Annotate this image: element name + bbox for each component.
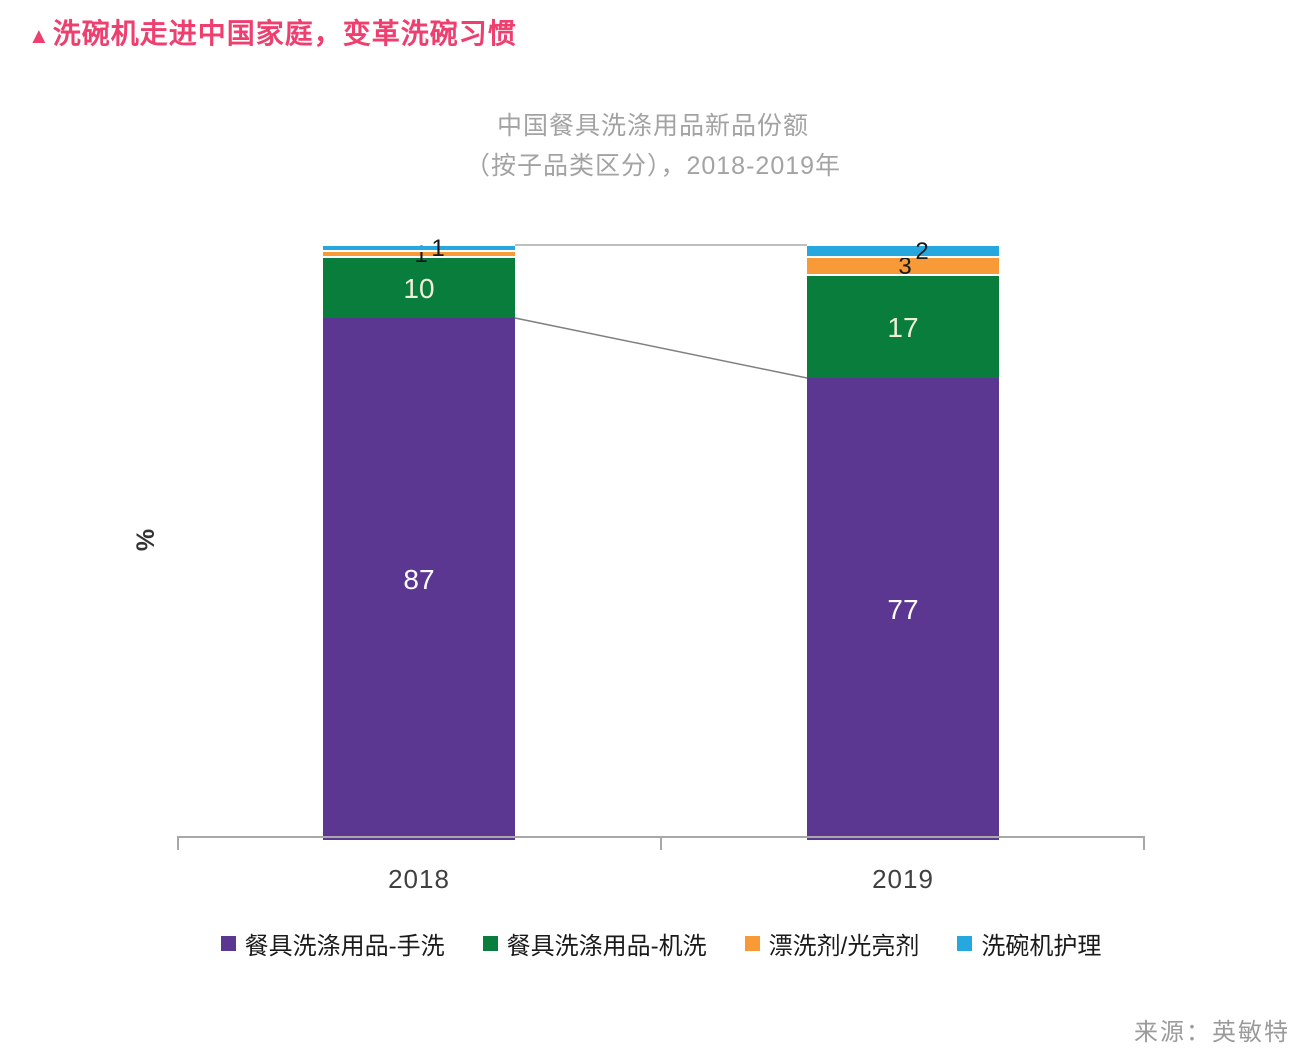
page-title-text: 洗碗机走进中国家庭，变革洗碗习惯 [52,18,517,49]
x-axis-tick [177,836,179,850]
y-axis-label: % [132,528,160,552]
bar-segment-2018-3 [323,246,515,252]
legend-item-1: 餐具洗涤用品-机洗 [482,926,707,961]
legend-label: 餐具洗涤用品-机洗 [506,933,707,960]
legend-swatch [957,936,973,951]
x-axis-label: 2019 [872,864,934,894]
legend-item-0: 餐具洗涤用品-手洗 [220,926,445,961]
chart-title-line2: （按子品类区分），2018-2019年 [464,152,842,180]
legend: 餐具洗涤用品-手洗 餐具洗涤用品-机洗 漂洗剂/光亮剂 洗碗机护理 [177,926,1145,961]
bar-segment-2019-2 [807,258,999,276]
bar-segment-2019-1 [807,276,999,378]
page-title: ▲洗碗机走进中国家庭，变革洗碗习惯 [28,12,517,52]
triangle-bullet-icon: ▲ [28,23,51,48]
legend-swatch [482,936,498,951]
legend-item-2: 漂洗剂/光亮剂 [744,926,920,961]
x-axis-label: 2018 [388,864,450,894]
legend-swatch [220,936,236,951]
bar-segment-2018-0 [323,318,515,840]
legend-swatch [744,936,760,951]
legend-item-3: 洗碗机护理 [957,926,1101,961]
bar-segment-2018-1 [323,258,515,318]
chart-title-line1: 中国餐具洗涤用品新品份额 [496,112,809,140]
source-text: 来源：英敏特 [1134,1019,1290,1046]
legend-label: 餐具洗涤用品-手洗 [244,933,445,960]
x-axis-tick [660,836,662,850]
legend-label: 洗碗机护理 [981,933,1102,960]
bar-segment-2018-2 [323,252,515,258]
bar-segment-2019-3 [807,246,999,258]
legend-label: 漂洗剂/光亮剂 [768,933,920,960]
chart-title: 中国餐具洗涤用品新品份额 （按子品类区分），2018-2019年 [0,106,1306,186]
x-axis-tick [1143,836,1145,850]
bar-segment-2019-0 [807,378,999,840]
